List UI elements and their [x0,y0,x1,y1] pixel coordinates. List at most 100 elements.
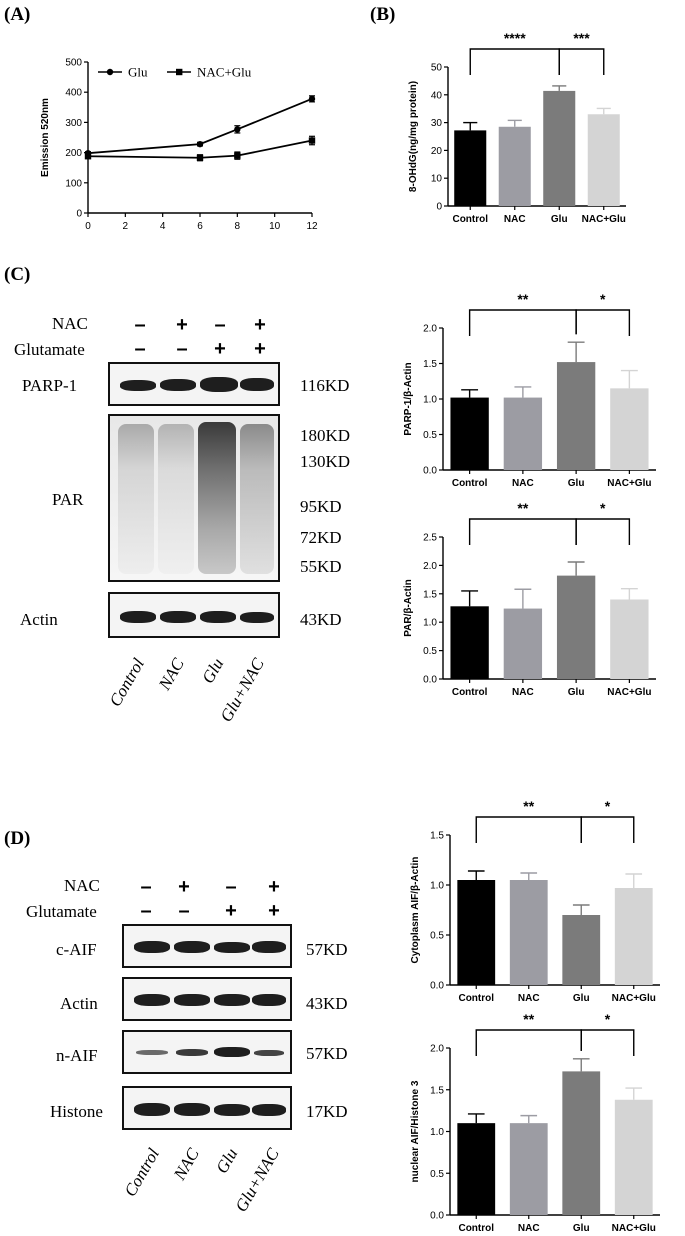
significance-label: ** [523,798,534,814]
blot-c-nac-sign-2: + [176,314,188,336]
x-tick-label: 8 [235,221,241,232]
y-tick-label: 100 [65,178,82,189]
blot-d-glu-sign-4: + [268,900,280,922]
blot-c-glu-sign-4: + [254,338,266,360]
data-point [308,95,316,103]
blot-c-parp1-band [240,378,274,391]
significance-label: ** [517,500,528,516]
blot-d-caif-label: c-AIF [56,940,97,959]
x-tick-label: Control [458,1223,494,1234]
y-tick-label: 0.5 [423,646,437,657]
blot-d-size-57b: 57KD [306,1044,348,1063]
blot-c-actin-band [240,612,274,623]
y-tick-label: 10 [431,174,443,185]
blot-d-histone-band [252,1104,286,1116]
bar [543,90,576,206]
x-tick-label: Control [452,478,488,489]
data-point [234,152,241,159]
y-tick-label: 1.0 [423,395,437,406]
x-tick-label: Control [452,687,488,698]
significance-bracket [469,48,560,75]
significance-bracket [580,816,635,843]
y-tick-label: 0 [436,202,442,213]
blot-c-par-membrane [108,414,280,582]
x-tick-label: 6 [197,221,203,232]
blot-c-nac-sign-4: + [254,314,266,336]
y-tick-label: 2.0 [430,1044,444,1055]
panel-label-c: (C) [4,264,31,285]
blot-d-naif-band [176,1049,208,1056]
bar [614,888,653,985]
blot-c-par-smear [198,422,236,574]
blot-c-actin-membrane [108,592,280,638]
x-tick-label: NAC [512,478,534,489]
bar [587,114,620,206]
blot-c-nac-sign-3: – [214,314,226,336]
blot-d-caif-band [252,941,286,953]
blot-c-parp1-band [120,380,156,391]
data-point [196,154,204,161]
y-tick-label: 0 [76,209,82,220]
y-tick-label: 0.0 [423,675,437,686]
x-tick-label: NAC+Glu [612,993,656,1004]
bar [509,1123,548,1215]
y-tick-label: 1.5 [430,1085,444,1096]
y-axis-label: nuclear AIF/Histone 3 [410,1080,421,1182]
bar [503,397,543,470]
data-point [84,153,92,160]
legend-marker [176,68,183,76]
y-tick-label: 200 [65,148,82,159]
blot-c-par-smear [240,424,274,574]
series-line [87,98,313,155]
panel-label-d: (D) [4,828,31,849]
significance-bracket [468,518,577,545]
x-tick-label: Control [452,214,488,225]
x-tick-label: 12 [306,221,318,232]
x-tick-label: 10 [269,221,281,232]
data-point [234,126,241,133]
blot-d-histone-band [214,1104,250,1116]
y-tick-label: 0.5 [430,931,444,942]
y-tick-label: 1.5 [423,359,437,370]
blot-c-parp1-band [200,377,238,392]
significance-bracket [475,1029,582,1056]
data-point [196,140,204,148]
y-tick-label: 400 [65,88,82,99]
x-tick-label: NAC+Glu [612,1223,656,1234]
blot-c-size-72: 72KD [300,528,342,547]
bar [610,599,649,679]
bar [457,1123,496,1215]
legend-marker [106,68,114,76]
blot-d-size-57a: 57KD [306,940,348,959]
blot-c-size-130: 130KD [300,452,351,471]
series-line [87,139,313,159]
blot-c-par-smear [158,424,194,574]
blot-d-nac-sign-1: – [140,876,152,898]
y-axis-label: 8-OHdG(ng/mg protein) [408,81,419,192]
blot-d-nac-sign-2: + [178,876,190,898]
significance-label: **** [504,30,526,46]
y-tick-label: 1.5 [423,589,437,600]
significance-bracket [468,309,577,336]
x-tick-label: Glu [551,214,568,225]
blot-c-size-95: 95KD [300,497,342,516]
x-tick-label: Glu [568,478,585,489]
blot-d-actin-band [174,994,210,1006]
blot-d-naif-membrane [122,1030,292,1074]
blot-c-glu-sign-1: – [134,338,146,360]
blot-d-actin-label: Actin [60,994,98,1013]
y-tick-label: 50 [431,63,443,74]
y-tick-label: 0.5 [430,1169,444,1180]
panel-label-a: (A) [4,4,31,25]
blot-c-nac-sign-1: – [134,314,146,336]
blot-c-parp1-label: PARP-1 [22,376,78,395]
legend-label: NAC+Glu [197,65,252,80]
x-tick-label: NAC+Glu [607,478,651,489]
legend-label: Glu [128,65,148,80]
y-tick-label: 0.0 [423,466,437,477]
x-tick-label: NAC+Glu [607,687,651,698]
significance-bracket [580,1029,635,1056]
blot-d-size-43: 43KD [306,994,348,1013]
y-tick-label: 1.0 [423,618,437,629]
